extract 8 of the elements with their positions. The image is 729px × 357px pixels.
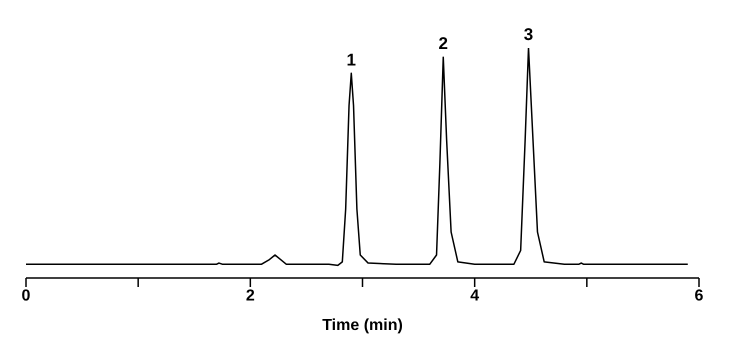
- x-tick-label: 2: [246, 287, 255, 304]
- x-tick-label: 0: [22, 287, 31, 304]
- x-tick-label: 6: [694, 287, 704, 304]
- annotation: 2: [438, 34, 448, 54]
- annotation: 1: [346, 50, 356, 70]
- x-tick-label: 4: [470, 287, 480, 304]
- x-axis-title: Time (min): [322, 317, 403, 334]
- annotation: 3: [524, 25, 534, 44]
